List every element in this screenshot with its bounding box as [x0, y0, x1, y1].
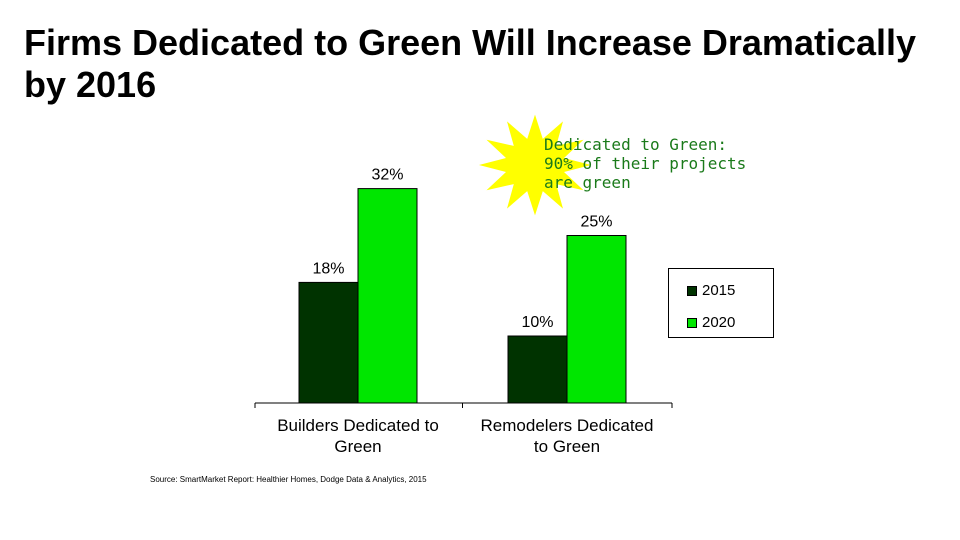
bar-2020-1 [566, 235, 627, 404]
legend-item-2015: 2015 [687, 282, 735, 299]
legend: 2015 2020 [668, 268, 774, 338]
legend-swatch-2020 [687, 317, 697, 328]
bars: 18% 10% 32% 25% [298, 167, 627, 404]
bar-2015-0 [298, 281, 359, 404]
callout-text-line: Dedicated to Green: [544, 135, 727, 154]
source-note: Source: SmartMarket Report: Healthier Ho… [150, 475, 427, 484]
callout-text-line: are green [544, 173, 631, 192]
legend-swatch-2015 [687, 285, 697, 296]
legend-item-2020: 2020 [687, 314, 735, 331]
callout-starburst [479, 114, 591, 216]
legend-label-2015: 2015 [702, 282, 736, 299]
data-label: 10% [521, 314, 553, 331]
x-tick-label: Remodelers Dedicated to Green [481, 416, 654, 456]
bar-2015-1 [507, 335, 568, 404]
callout-burst: Dedicated to Green:90% of their projects… [479, 114, 746, 216]
slide-title: Firms Dedicated to Green Will Increase D… [24, 22, 917, 105]
x-tick-label: Builders Dedicated to Green [277, 416, 439, 456]
legend-label-2020: 2020 [702, 314, 736, 331]
data-label: 25% [580, 214, 612, 231]
bar-2020-0 [357, 188, 418, 404]
callout-text-line: 90% of their projects [544, 154, 746, 173]
data-label: 18% [312, 260, 344, 277]
x-axis: Builders Dedicated to Green Remodelers Ded… [254, 402, 673, 456]
data-label: 32% [371, 167, 403, 184]
